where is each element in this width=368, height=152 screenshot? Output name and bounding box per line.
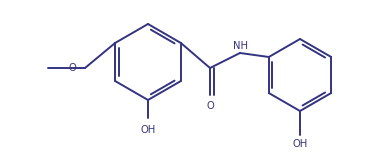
- Text: O: O: [68, 63, 76, 73]
- Text: NH: NH: [233, 41, 248, 51]
- Text: OH: OH: [140, 125, 156, 135]
- Text: OH: OH: [292, 139, 308, 149]
- Text: O: O: [206, 101, 214, 111]
